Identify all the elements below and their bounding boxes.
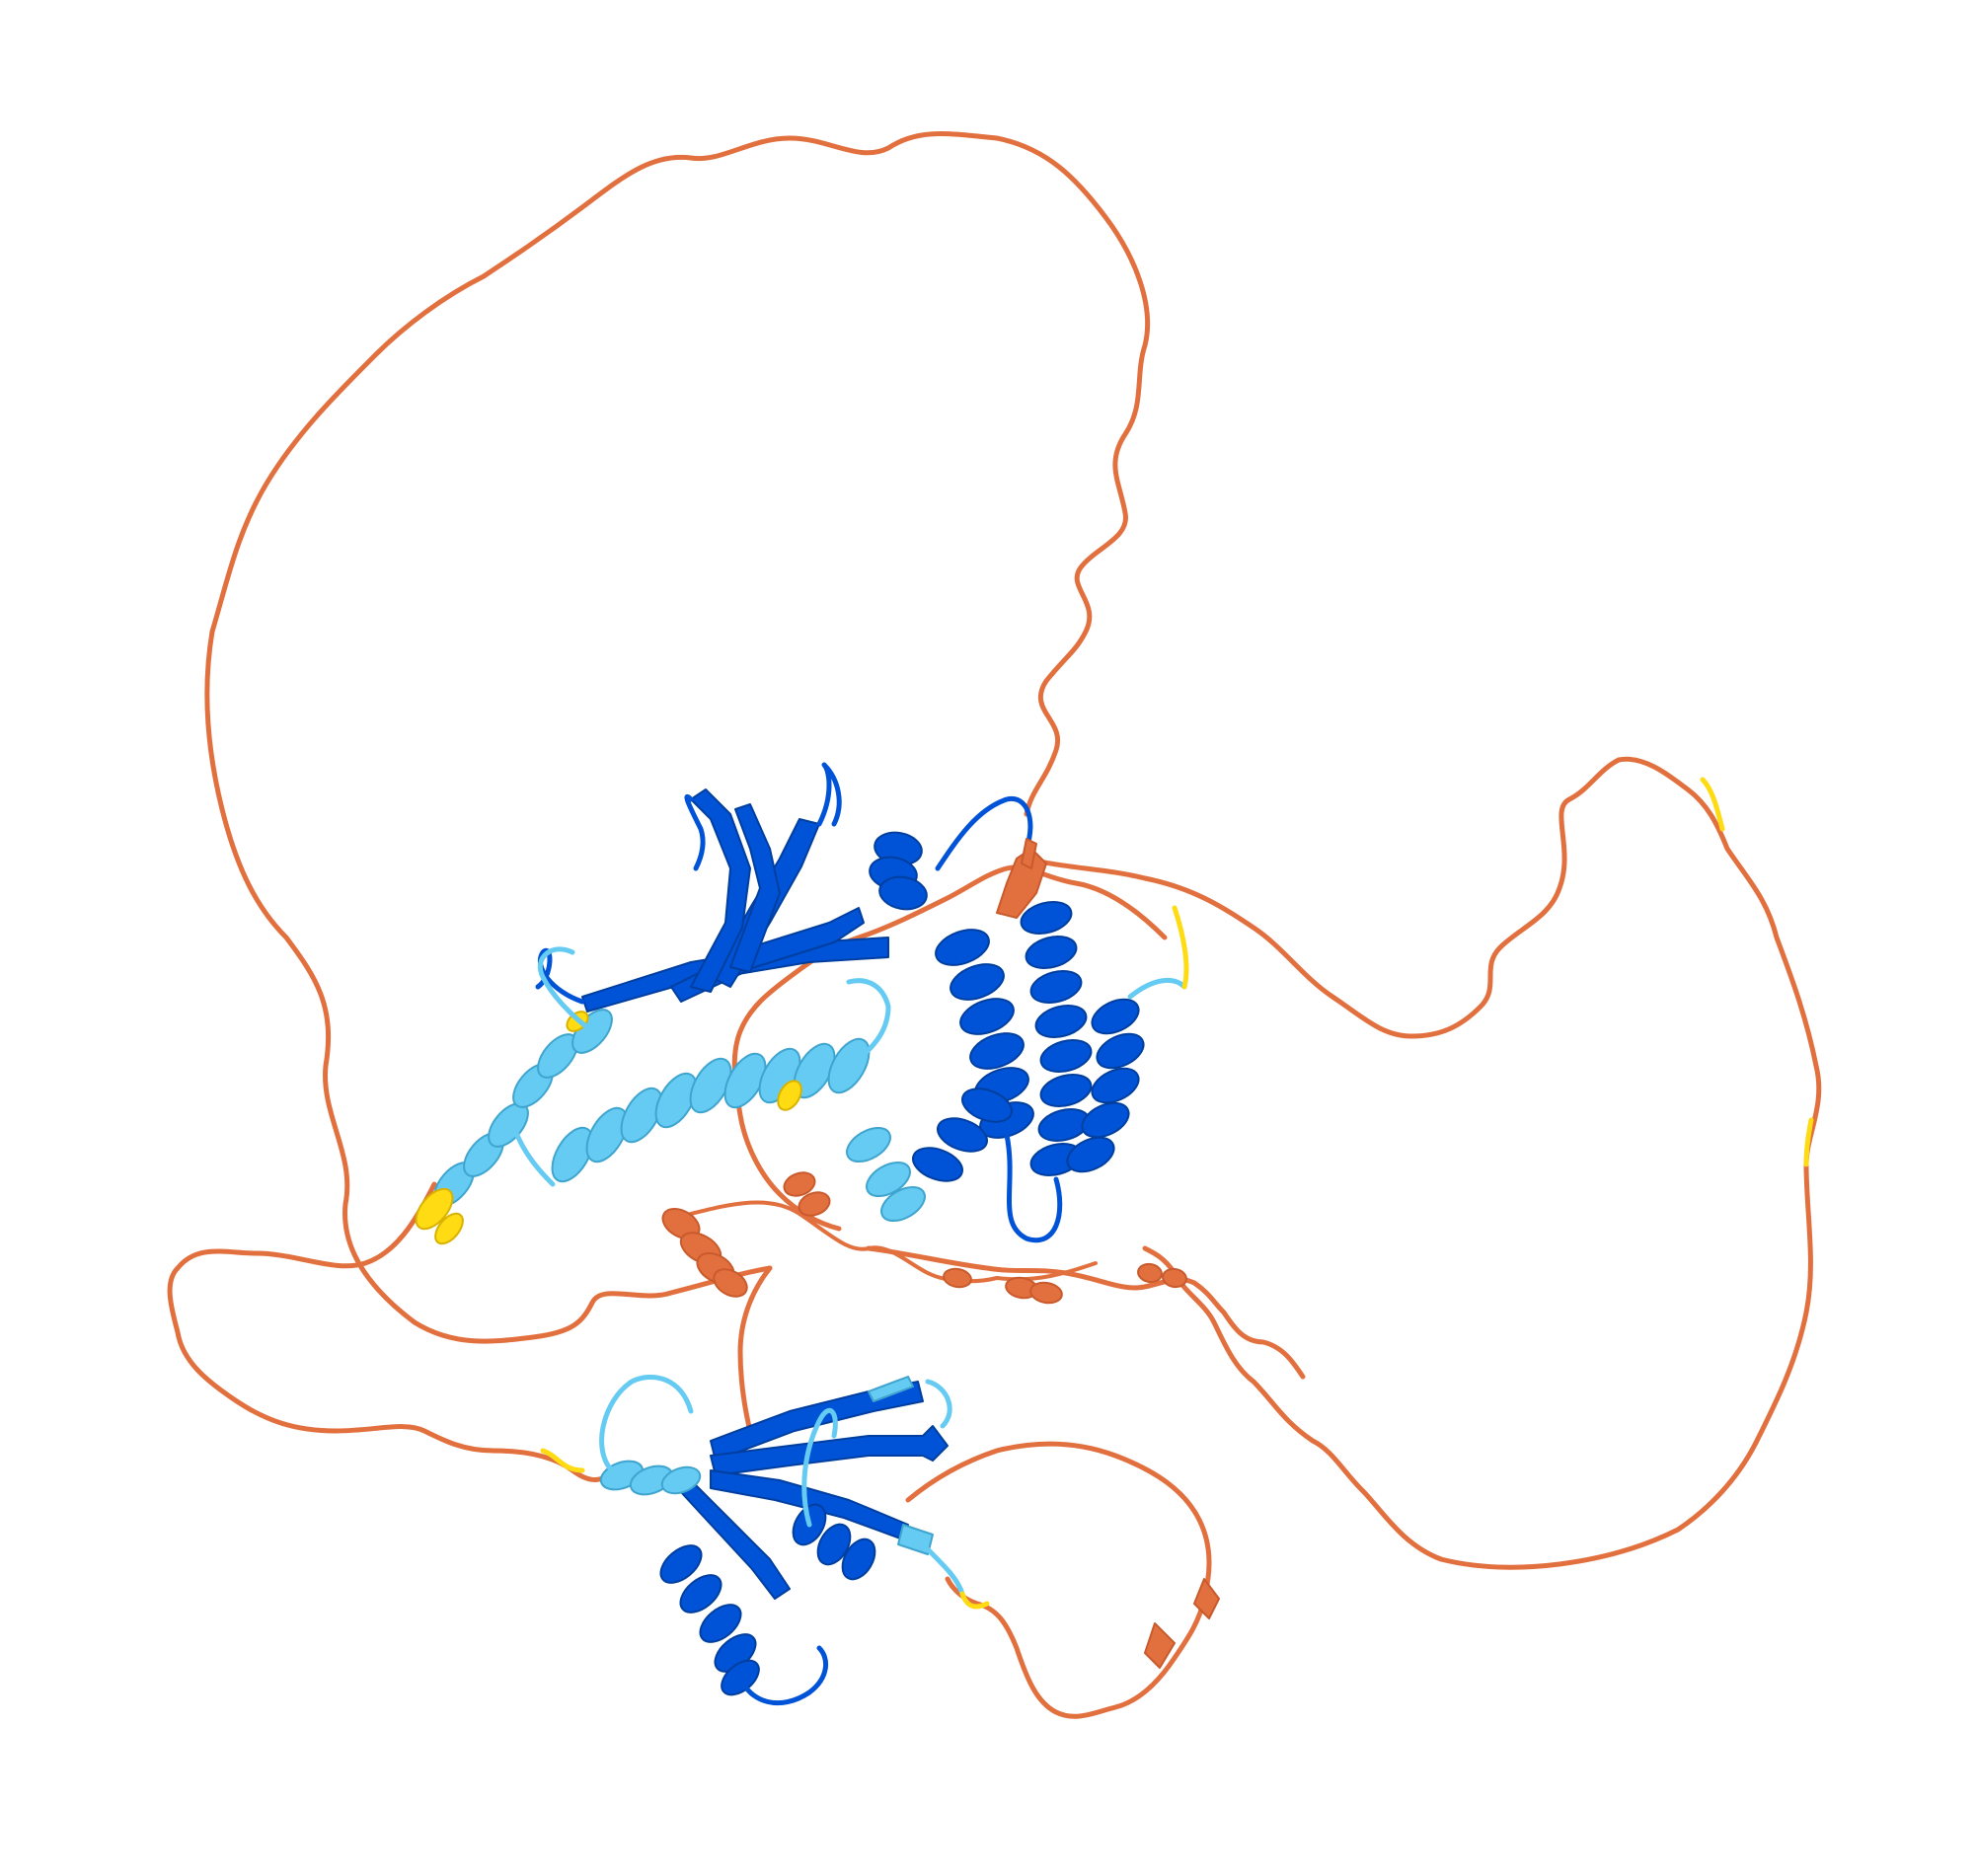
lower-strand xyxy=(897,1524,934,1555)
light-loop xyxy=(510,1122,556,1187)
central-light-helices xyxy=(415,946,926,1245)
helix-loop xyxy=(1004,1132,1063,1243)
lower-loop xyxy=(737,1645,829,1706)
lower-loop xyxy=(599,1374,694,1473)
light-loop xyxy=(846,978,891,1069)
lower-domain xyxy=(540,777,1814,1706)
lower-strand xyxy=(868,1376,914,1402)
light-helix-left xyxy=(433,1009,613,1207)
central-orange-cluster xyxy=(661,1171,1187,1305)
orange-strand-top xyxy=(996,838,1047,919)
helix-loop xyxy=(935,795,1033,871)
low-confidence-tail xyxy=(1172,905,1189,990)
orange-strand-bottom-right xyxy=(1144,1578,1220,1669)
lower-strand xyxy=(680,1479,791,1600)
upper-beta-sheet xyxy=(535,762,889,1013)
coil-left-loop xyxy=(167,1181,620,1482)
coil-right-loop xyxy=(1024,756,1822,1570)
lower-loop xyxy=(925,1546,965,1597)
lower-helix-a xyxy=(659,1544,760,1696)
helix-loop xyxy=(1127,977,1187,1000)
lower-loop xyxy=(925,1379,952,1429)
beta-strand xyxy=(690,788,751,993)
coil-middle-band xyxy=(866,1245,1306,1380)
lower-strand xyxy=(710,1425,949,1476)
lower-loop xyxy=(801,1407,838,1528)
helix-b xyxy=(1020,901,1093,1176)
beta-strand xyxy=(729,803,781,973)
beta-turn xyxy=(535,947,585,1005)
beta-turn xyxy=(684,794,706,871)
beta-turn xyxy=(816,762,842,827)
low-confidence-linker xyxy=(1700,777,1725,832)
right-helical-bundle xyxy=(869,795,1189,1243)
low-confidence-linker xyxy=(540,1448,585,1473)
helix-e xyxy=(912,1088,1013,1182)
coil-bottom-right-loop xyxy=(905,1441,1212,1719)
helix-c xyxy=(1066,998,1145,1173)
helix-d xyxy=(869,831,928,911)
low-confidence-linker xyxy=(1803,1117,1814,1167)
coil-top-loop xyxy=(204,131,1151,1344)
coil-center-to-lower xyxy=(737,1265,773,1434)
light-helix-right xyxy=(846,1126,926,1223)
disordered-coil-loops xyxy=(167,131,1822,1719)
light-helix-long xyxy=(551,1037,871,1183)
helix-a xyxy=(935,929,1034,1139)
lower-helix-light xyxy=(599,1460,702,1496)
light-loop xyxy=(537,946,595,1034)
low-confidence-linker xyxy=(959,1591,990,1610)
